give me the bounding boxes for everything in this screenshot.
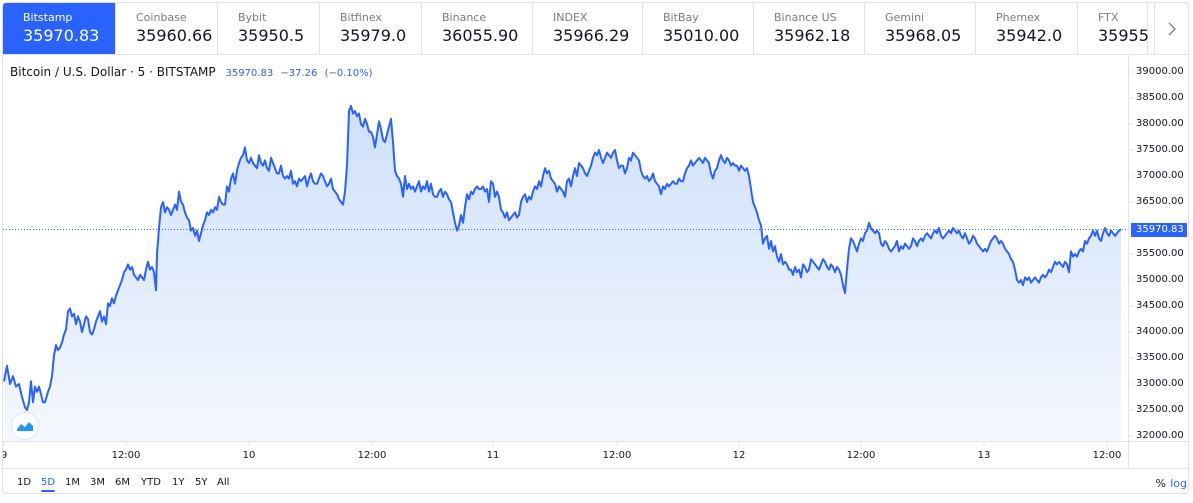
time-axis-label: 11 — [486, 450, 500, 461]
time-axis-label: 12:00 — [1092, 450, 1122, 461]
legend-last-price: 35970.83 — [225, 68, 274, 79]
chart-legend: Bitcoin / U.S. Dollar · 5 · BITSTAMP 359… — [10, 65, 377, 81]
tradingview-logo[interactable] — [11, 412, 39, 440]
price-axis-label: 38000.00 — [1136, 118, 1184, 129]
symbol-description: Bitcoin / U.S. Dollar · 5 · BITSTAMP — [10, 65, 216, 79]
exchange-price: 35010.00 — [663, 26, 740, 45]
exchange-tabs: Bitstamp 35970.83 Coinbase 35960.66 Bybit 359… — [3, 3, 1188, 55]
exchange-price: 35950.5 — [238, 26, 305, 45]
exchange-name: Bitfinex — [340, 11, 382, 24]
chevron-right-icon — [1168, 22, 1176, 35]
exchange-name: Bitstamp — [23, 11, 73, 24]
time-axis-label: 12 — [732, 450, 746, 461]
percent-scale-toggle[interactable]: % — [1155, 477, 1166, 490]
range-button-all[interactable]: All — [217, 477, 230, 488]
exchange-name: Binance — [442, 11, 487, 24]
exchange-tab-bitfinex[interactable]: Bitfinex 35979.0 — [320, 3, 422, 54]
range-button-1m[interactable]: 1M — [65, 477, 80, 488]
price-axis-label: 32500.00 — [1136, 404, 1184, 415]
exchange-name: Bybit — [238, 11, 267, 24]
exchange-tab-index[interactable]: INDEX 35966.29 — [533, 3, 643, 54]
exchange-tab-gemini[interactable]: Gemini 35968.05 — [865, 3, 976, 54]
range-button-1y[interactable]: 1Y — [172, 477, 185, 488]
exchange-price: 36055.90 — [442, 26, 519, 45]
time-axis-label: 12:00 — [111, 450, 141, 461]
exchange-name: Coinbase — [136, 11, 187, 24]
exchange-price: 35962.18 — [774, 26, 851, 45]
price-axis-label: 35500.00 — [1136, 248, 1184, 259]
legend-change-percent: (−0.10%) — [324, 68, 373, 79]
price-axis-label: 33500.00 — [1136, 352, 1184, 363]
exchange-price: 35968.05 — [885, 26, 962, 45]
range-toolbar: % log 1D 5D 1M 3M 6M YTD 1Y 5Y All — [3, 468, 1188, 493]
exchange-tab-ftx[interactable]: FTX 35955 — [1078, 3, 1149, 54]
time-axis-label: 10 — [242, 450, 256, 461]
range-button-3m[interactable]: 3M — [90, 477, 105, 488]
legend-values: 35970.83 −37.26 (−0.10%) — [225, 68, 376, 79]
log-scale-toggle[interactable]: log — [1170, 477, 1187, 490]
exchange-name: Phemex — [996, 11, 1041, 24]
time-axis-label: 9 — [3, 450, 7, 462]
price-axis-label: 37000.00 — [1136, 170, 1184, 181]
price-axis-label: 34500.00 — [1136, 300, 1184, 311]
tabs-next-button[interactable] — [1154, 3, 1188, 54]
exchange-price: 35979.0 — [340, 26, 407, 45]
price-axis-label: 34000.00 — [1136, 326, 1184, 337]
exchange-price: 35960.66 — [136, 26, 213, 45]
exchange-price: 35942.0 — [996, 26, 1063, 45]
exchange-name: FTX — [1098, 11, 1119, 24]
price-axis-label: 32000.00 — [1136, 430, 1184, 441]
price-axis-label: 37500.00 — [1136, 144, 1184, 155]
price-axis-label: 35000.00 — [1136, 274, 1184, 285]
exchange-tab-bitbay[interactable]: BitBay 35010.00 — [643, 3, 754, 54]
range-button-1d[interactable]: 1D — [17, 477, 32, 488]
exchange-name: BitBay — [663, 11, 699, 24]
chart-widget: Bitstamp 35970.83 Coinbase 35960.66 Bybit 359… — [2, 2, 1189, 494]
range-button-5y[interactable]: 5Y — [195, 477, 208, 488]
exchange-tab-bybit[interactable]: Bybit 35950.5 — [218, 3, 320, 54]
exchange-tab-phemex[interactable]: Phemex 35942.0 — [976, 3, 1078, 54]
time-axis-label: 12:00 — [846, 450, 876, 461]
price-chart[interactable] — [3, 55, 1189, 494]
exchange-name: INDEX — [553, 11, 588, 24]
price-axis-label: 38500.00 — [1136, 92, 1184, 103]
exchange-tab-binance[interactable]: Binance 36055.90 — [422, 3, 533, 54]
time-axis-label: 12:00 — [357, 450, 387, 461]
last-price-tag: 35970.83 — [1131, 222, 1187, 237]
price-axis-label: 36500.00 — [1136, 196, 1184, 207]
price-area-fill — [4, 105, 1121, 442]
price-axis-label: 33000.00 — [1136, 378, 1184, 389]
exchange-name: Binance US — [774, 11, 837, 24]
legend-change: −37.26 — [280, 68, 318, 79]
range-button-ytd[interactable]: YTD — [141, 477, 161, 488]
range-button-6m[interactable]: 6M — [115, 477, 130, 488]
exchange-price: 35970.83 — [23, 26, 100, 45]
exchange-tab-binance-us[interactable]: Binance US 35962.18 — [754, 3, 865, 54]
tradingview-logo-icon — [16, 420, 34, 431]
exchange-price: 35955 — [1098, 26, 1149, 45]
price-axis-label: 39000.00 — [1136, 66, 1184, 77]
exchange-tab-bitstamp[interactable]: Bitstamp 35970.83 — [3, 3, 116, 54]
range-button-5d[interactable]: 5D — [41, 477, 56, 492]
exchange-tab-coinbase[interactable]: Coinbase 35960.66 — [116, 3, 218, 54]
price-line — [3, 104, 1122, 411]
exchange-price: 35966.29 — [553, 26, 630, 45]
time-axis-label: 13 — [977, 450, 991, 461]
exchange-name: Gemini — [885, 11, 925, 24]
time-axis-label: 12:00 — [602, 450, 632, 461]
